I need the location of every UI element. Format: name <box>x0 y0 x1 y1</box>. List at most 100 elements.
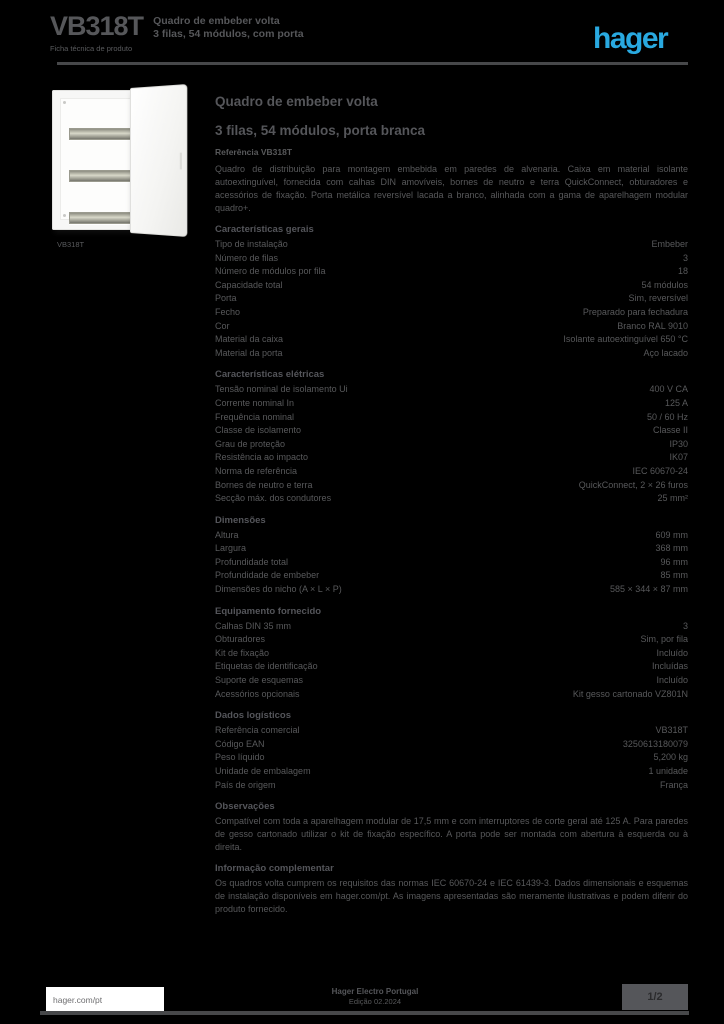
section-heading: Dados logísticos <box>215 710 292 722</box>
spec-label: Largura <box>215 543 247 554</box>
spec-row: Acessórios opcionais Kit gesso cartonado … <box>215 688 688 702</box>
spec-row: Largura 368 mm <box>215 542 688 556</box>
spec-label: Fecho <box>215 306 241 317</box>
spec-value: 609 mm <box>655 529 688 540</box>
spec-row: Frequência nominal 50 / 60 Hz <box>215 411 688 425</box>
spec-label: Unidade de embalagem <box>215 766 311 776</box>
din-rail-row-3 <box>69 212 133 224</box>
spec-label: Corrente nominal In <box>215 397 295 408</box>
hager-logo: hager <box>593 22 669 55</box>
spec-section: Características gerais Tipo de instalação… <box>215 224 688 360</box>
header-divider <box>57 62 688 65</box>
spec-row: Peso líquido 5,200 kg <box>215 751 688 765</box>
spec-row: Bornes de neutro e terra QuickConnect, 2 … <box>215 479 688 493</box>
spec-label: Dimensões do nicho (A × L × P) <box>215 584 342 595</box>
document-type-label: Ficha técnica de produto <box>50 44 133 53</box>
spec-label: Material da caixa <box>215 334 284 345</box>
spec-row: Obturadores Sim, por fila <box>215 633 688 647</box>
page-number: 1/2 <box>647 991 663 1003</box>
product-photo <box>52 84 188 237</box>
spec-row: Referência comercial VB318T <box>215 724 688 738</box>
spec-label: País de origem <box>215 779 276 790</box>
spec-label: Obturadores <box>215 634 266 645</box>
spec-value: Branco RAL 9010 <box>617 320 688 331</box>
section-text: Os quadros volta cumprem os requisitos d… <box>215 878 688 915</box>
spec-row: Norma de referência IEC 60670-24 <box>215 465 688 479</box>
spec-value: Embeber <box>651 239 688 249</box>
spec-row: Material da caixa Isolante autoextinguíve… <box>215 333 688 347</box>
spec-label: Altura <box>215 529 239 540</box>
spec-row: Número de módulos por fila 18 <box>215 265 688 279</box>
spec-label: Etiquetas de identificação <box>215 661 318 672</box>
spec-label: Secção máx. dos condutores <box>215 493 332 504</box>
spec-row: Kit de fixação Incluído <box>215 647 688 661</box>
din-rail-row-2 <box>69 170 133 182</box>
photo-caption: VB318T <box>57 240 85 249</box>
section-heading: Observações <box>215 801 275 813</box>
spec-row: Cor Branco RAL 9010 <box>215 320 688 334</box>
spec-value: Sim, por fila <box>640 634 688 645</box>
spec-row: Suporte de esquemas Incluído <box>215 674 688 688</box>
footer-note-line2: Edição 02.2024 <box>348 997 402 1006</box>
spec-row: Grau de proteção IP30 <box>215 438 688 452</box>
spec-row: Profundidade de embeber 85 mm <box>215 569 688 583</box>
spec-value: 585 × 344 × 87 mm <box>609 584 688 595</box>
spec-value: VB318T <box>655 725 688 736</box>
spec-section: Características elétricas Tensão nominal … <box>215 369 688 505</box>
spec-label: Peso líquido <box>215 752 265 763</box>
spec-value: França <box>659 779 688 790</box>
spec-value: 25 mm² <box>657 493 688 504</box>
footer-site-link[interactable]: hager.com/pt <box>53 994 103 1005</box>
section-heading: Características elétricas <box>215 369 325 381</box>
spec-value: Kit gesso cartonado VZ801N <box>572 688 688 699</box>
footer-note-line1: Hager Electro Portugal <box>331 987 419 996</box>
spec-label: Tensão nominal de isolamento Ui <box>215 384 348 395</box>
product-ref-line: Referência VB318T <box>215 147 293 157</box>
spec-value: 5,200 kg <box>653 752 688 763</box>
spec-row: País de origem França <box>215 779 688 793</box>
spec-value: Isolante autoextinguível 650 °C <box>563 334 688 345</box>
spec-section: Dimensões Altura 609 mm Largura 368 mm Profun… <box>215 515 688 597</box>
header-subtitle: Quadro de embeber volta 3 filas, 54 módu… <box>153 13 304 40</box>
spec-value: 54 módulos <box>641 279 688 290</box>
spec-row: Fecho Preparado para fechadura <box>215 306 688 320</box>
section-heading: Informação complementar <box>215 863 334 875</box>
spec-row: Secção máx. dos condutores 25 mm² <box>215 492 688 506</box>
product-title-line2: 3 filas, 54 módulos, porta branca <box>215 123 426 138</box>
footer-center: Hager Electro Portugal Edição 02.2024 <box>300 987 450 1006</box>
spec-label: Profundidade total <box>215 556 289 567</box>
spec-section: Equipamento fornecido Calhas DIN 35 mm 3 Ob… <box>215 606 688 702</box>
spec-row: Altura 609 mm <box>215 529 688 543</box>
section-heading: Características gerais <box>215 224 314 235</box>
spec-value: 3 <box>682 252 688 263</box>
spec-label: Tipo de instalação <box>215 239 288 249</box>
footer-page-box: 1/2 <box>622 984 688 1010</box>
spec-value: 96 mm <box>660 556 688 567</box>
header-title-block: VB318T Quadro de embeber volta 3 filas, … <box>50 13 590 40</box>
spec-value: 50 / 60 Hz <box>646 411 688 422</box>
spec-label: Suporte de esquemas <box>215 675 304 686</box>
spec-value: IEC 60670-24 <box>632 465 688 476</box>
spec-value: Incluído <box>656 647 688 658</box>
spec-section: Informação complementar Os quadros volta … <box>215 863 688 916</box>
spec-column: Quadro de embeber volta 3 filas, 54 módu… <box>215 94 688 916</box>
spec-row: Código EAN 3250613180079 <box>215 738 688 752</box>
spec-section: Observações Compatível com toda a aparelh… <box>215 801 688 854</box>
spec-row: Dimensões do nicho (A × L × P) 585 × 344 … <box>215 583 688 597</box>
spec-label: Capacidade total <box>215 279 283 290</box>
spec-label: Porta <box>215 293 237 304</box>
screw-dot <box>63 101 66 104</box>
spec-value: IK07 <box>669 452 688 463</box>
spec-label: Acessórios opcionais <box>215 688 300 699</box>
footer-divider <box>40 1011 689 1015</box>
spec-section: Dados logísticos Referência comercial VB31… <box>215 710 688 792</box>
spec-row: Calhas DIN 35 mm 3 <box>215 620 688 634</box>
spec-value: Incluído <box>656 675 688 686</box>
section-heading: Dimensões <box>215 514 266 526</box>
spec-label: Bornes de neutro e terra <box>215 479 313 490</box>
enclosure-door <box>130 84 188 237</box>
spec-row: Classe de isolamento Classe II <box>215 424 688 438</box>
spec-label: Frequência nominal <box>215 411 295 422</box>
screw-dot <box>63 214 66 217</box>
